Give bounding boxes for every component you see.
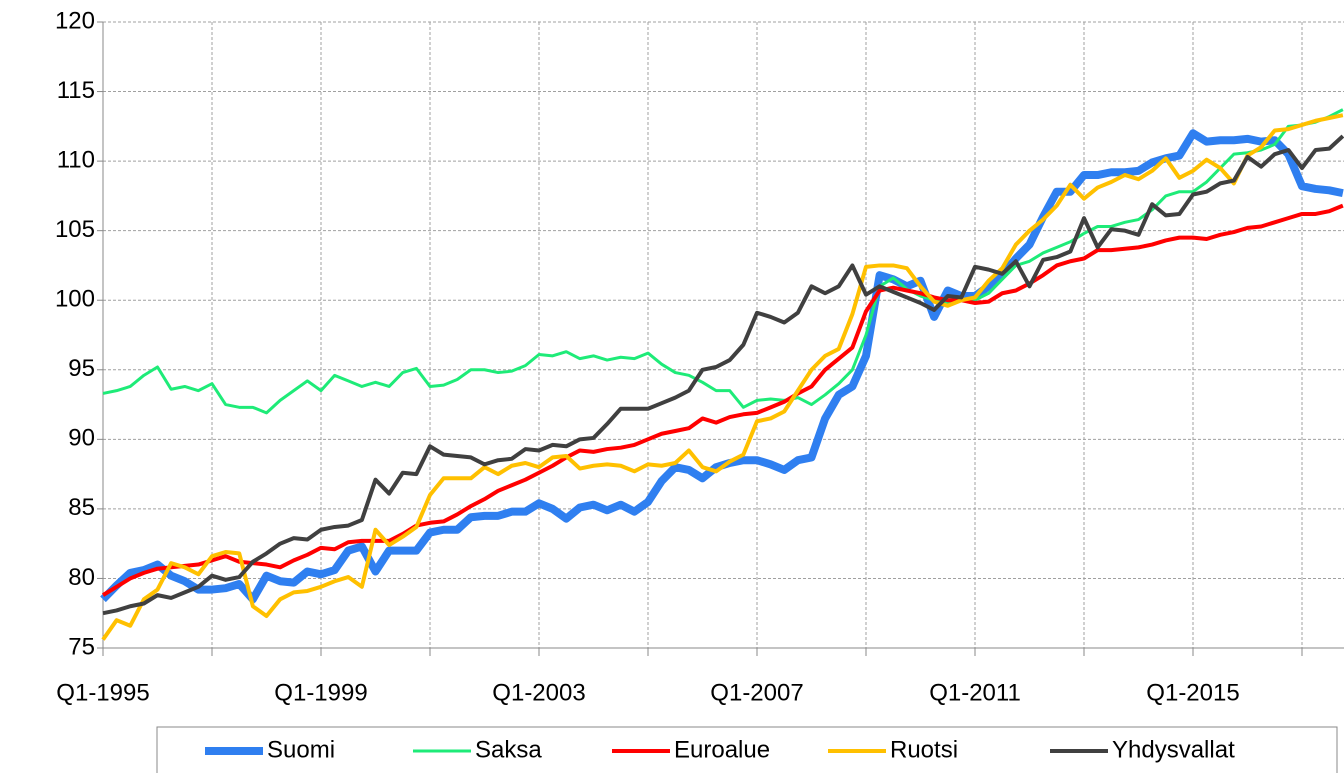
x-tick-label: Q1-2015 bbox=[1146, 679, 1239, 706]
legend-label: Suomi bbox=[267, 736, 335, 763]
y-tick-label: 90 bbox=[68, 425, 95, 452]
legend-label: Euroalue bbox=[674, 736, 770, 763]
y-tick-label: 80 bbox=[68, 564, 95, 591]
x-tick-label: Q1-2003 bbox=[492, 679, 585, 706]
y-tick-label: 115 bbox=[57, 77, 95, 104]
series-line bbox=[101, 113, 1344, 641]
y-tick-label: 75 bbox=[68, 633, 95, 660]
legend-label: Saksa bbox=[475, 736, 542, 763]
legend-label: Ruotsi bbox=[890, 736, 958, 763]
series-line bbox=[101, 203, 1344, 597]
series-line bbox=[102, 134, 1344, 616]
x-tick-label: Q1-1995 bbox=[56, 679, 149, 706]
series-line bbox=[102, 108, 1344, 415]
y-tick-label: 105 bbox=[55, 216, 95, 243]
y-tick-label: 85 bbox=[68, 494, 95, 521]
legend-label: Yhdysvallat bbox=[1112, 736, 1235, 763]
y-tick-label: 120 bbox=[55, 7, 95, 34]
x-tick-label: Q1-1999 bbox=[274, 679, 367, 706]
x-tick-label: Q1-2011 bbox=[929, 679, 1021, 706]
y-tick-label: 100 bbox=[55, 286, 95, 313]
y-tick-label: 95 bbox=[68, 355, 95, 382]
y-tick-label: 110 bbox=[57, 146, 95, 173]
legend-box bbox=[156, 726, 1338, 773]
x-tick-label: Q1-2007 bbox=[710, 679, 803, 706]
